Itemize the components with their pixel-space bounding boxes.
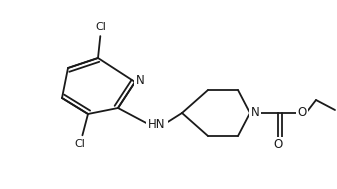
Text: Cl: Cl [75, 139, 86, 149]
Text: HN: HN [148, 119, 166, 132]
Text: Cl: Cl [96, 22, 107, 32]
Text: N: N [251, 106, 259, 119]
Text: N: N [135, 74, 144, 88]
Text: O: O [273, 139, 283, 152]
Text: O: O [297, 105, 307, 119]
